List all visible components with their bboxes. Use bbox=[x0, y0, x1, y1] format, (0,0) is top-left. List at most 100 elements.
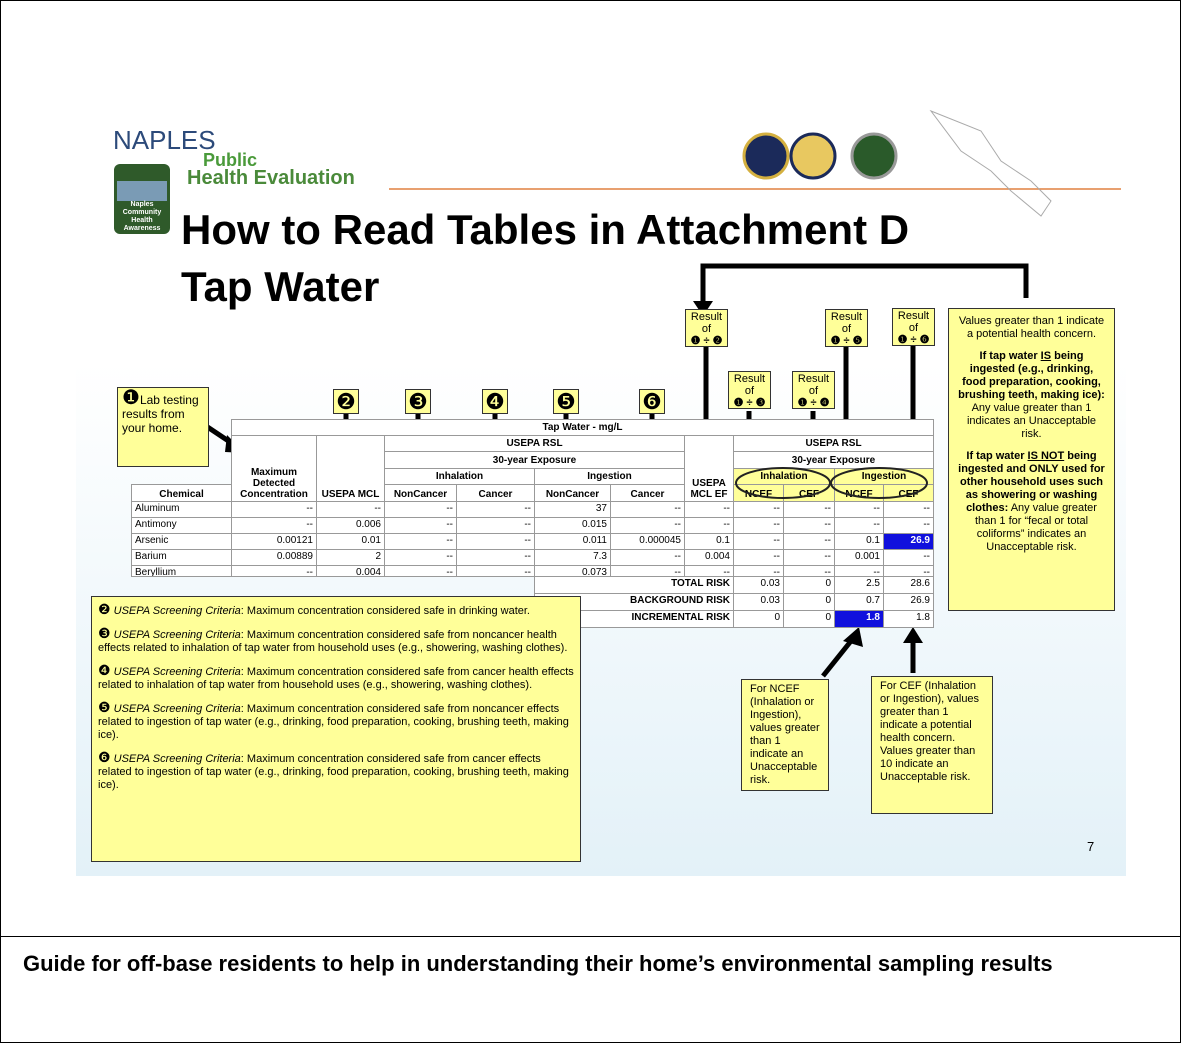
risk-text: Any value greater than 1 for “fecal or t… bbox=[974, 502, 1097, 553]
marker: ❶ bbox=[122, 387, 140, 409]
table-cell: 37 bbox=[534, 501, 611, 518]
table-cell: 0.001 bbox=[834, 549, 884, 566]
result-box: Result of ❶ ÷ ❺ bbox=[825, 309, 868, 347]
table-cell: -- bbox=[316, 501, 385, 518]
table-cell: -- bbox=[610, 517, 685, 534]
note-marker: ❻ bbox=[98, 749, 111, 765]
table-cell: -- bbox=[231, 517, 317, 534]
table-cell: -- bbox=[733, 517, 784, 534]
ncef-note: For NCEF (Inhalation or Ingestion), valu… bbox=[741, 679, 829, 791]
caption: Guide for off-base residents to help in … bbox=[23, 951, 1053, 976]
table-cell: -- bbox=[684, 517, 734, 534]
note-term: USEPA Screening Criteria bbox=[113, 703, 241, 715]
risk-text: being ingested and ONLY used for other h… bbox=[958, 450, 1105, 514]
table-cell: -- bbox=[456, 517, 535, 534]
note-term: USEPA Screening Criteria bbox=[113, 666, 241, 678]
risk-text: being ingested (e.g., drinking, food pre… bbox=[958, 350, 1105, 401]
risk-text: IS NOT bbox=[1027, 450, 1065, 462]
table-cell: -- bbox=[610, 501, 685, 518]
total-cell: 26.9 bbox=[883, 593, 934, 611]
table-cell: -- bbox=[783, 533, 835, 550]
total-cell: 0.03 bbox=[733, 576, 784, 594]
table-cell: -- bbox=[783, 517, 835, 534]
result-box: Result of ❶ ÷ ❷ bbox=[685, 309, 728, 347]
table-cell: 0.004 bbox=[316, 565, 385, 577]
result-formula: ❶ ÷ ❷ bbox=[690, 335, 723, 347]
table-cell: -- bbox=[231, 565, 317, 577]
table-group: Inhalation bbox=[384, 468, 535, 485]
column-header: Chemical bbox=[131, 484, 232, 502]
table-cell: -- bbox=[883, 501, 934, 518]
table-cell: -- bbox=[456, 533, 535, 550]
note-text: : Maximum concentration considered safe … bbox=[98, 666, 574, 691]
table-cell: -- bbox=[733, 549, 784, 566]
column-header: Cancer bbox=[610, 484, 685, 502]
table-cell: -- bbox=[883, 517, 934, 534]
badge-text: Naples Community Health Awareness bbox=[122, 201, 162, 232]
callout-text: Lab testing results from your home. bbox=[122, 393, 199, 435]
note-marker: ❹ bbox=[98, 662, 111, 678]
column-header: USEPA MCL EF bbox=[684, 435, 734, 502]
result-text: Result of bbox=[797, 373, 830, 397]
brand-sub: Public bbox=[203, 150, 258, 170]
table-cell: -- bbox=[384, 533, 457, 550]
table-group: USEPA RSL bbox=[384, 435, 685, 452]
total-cell: 0 bbox=[783, 610, 835, 628]
title: How to Read Tables in Attachment D bbox=[181, 206, 910, 253]
column-header: NCEF bbox=[834, 484, 884, 502]
total-cell: 1.8 bbox=[834, 610, 884, 628]
total-cell: 0 bbox=[733, 610, 784, 628]
total-cell: 1.8 bbox=[883, 610, 934, 628]
divider bbox=[1, 936, 1180, 937]
column-header: Cancer bbox=[456, 484, 535, 502]
note-term: USEPA Screening Criteria bbox=[113, 605, 241, 617]
column-header: CEF bbox=[883, 484, 934, 502]
note-term: USEPA Screening Criteria bbox=[113, 753, 241, 765]
risk-text: If tap water bbox=[979, 350, 1041, 362]
table-cell: -- bbox=[456, 549, 535, 566]
total-cell: 28.6 bbox=[883, 576, 934, 594]
table-group-title: Tap Water - mg/L bbox=[231, 419, 934, 436]
table-cell: -- bbox=[834, 517, 884, 534]
table-cell: -- bbox=[384, 565, 457, 577]
table-cell: 7.3 bbox=[534, 549, 611, 566]
row-label: Beryllium bbox=[131, 565, 232, 577]
table-group: Ingestion bbox=[834, 468, 934, 485]
total-cell: 0 bbox=[783, 593, 835, 611]
total-cell: 0 bbox=[783, 576, 835, 594]
risk-text: If tap water bbox=[966, 450, 1028, 462]
table-cell: 0.004 bbox=[684, 549, 734, 566]
table-group: 30-year Exposure bbox=[384, 451, 685, 469]
cef-note: For CEF (Inhalation or Ingestion), value… bbox=[871, 676, 993, 814]
risk-note: Values greater than 1 indicate a potenti… bbox=[948, 308, 1115, 611]
brand-sub: Health Evaluation bbox=[187, 167, 355, 189]
table-cell: -- bbox=[883, 549, 934, 566]
table-group: Inhalation bbox=[733, 468, 835, 485]
table-cell: -- bbox=[733, 533, 784, 550]
marker: ❹ bbox=[482, 389, 508, 414]
table-cell: 0.00889 bbox=[231, 549, 317, 566]
note-text: : Maximum concentration considered safe … bbox=[98, 703, 569, 741]
result-formula: ❶ ÷ ❺ bbox=[830, 335, 863, 347]
result-text: Result of bbox=[690, 311, 723, 335]
risk-text: IS bbox=[1040, 350, 1052, 362]
column-header: NonCancer bbox=[534, 484, 611, 502]
table-cell: 0.1 bbox=[834, 533, 884, 550]
title: Tap Water bbox=[181, 263, 380, 310]
table-group: 30-year Exposure bbox=[733, 451, 934, 469]
table-cell: -- bbox=[834, 501, 884, 518]
notes-box: ❷ USEPA Screening Criteria: Maximum conc… bbox=[91, 596, 581, 862]
column-header: Maximum Detected Concentration bbox=[231, 435, 317, 502]
note-marker: ❺ bbox=[98, 699, 111, 715]
table-cell: 0.01 bbox=[316, 533, 385, 550]
total-cell: 0.7 bbox=[834, 593, 884, 611]
result-formula: ❶ ÷ ❻ bbox=[897, 334, 930, 346]
table-cell: -- bbox=[684, 501, 734, 518]
table-cell: -- bbox=[610, 549, 685, 566]
table-cell: 0.011 bbox=[534, 533, 611, 550]
lab-callout: ❶Lab testing results from your home. bbox=[117, 387, 209, 467]
result-box: Result of ❶ ÷ ❻ bbox=[892, 308, 935, 346]
result-text: Result of bbox=[897, 310, 930, 334]
row-label: Aluminum bbox=[131, 501, 232, 518]
